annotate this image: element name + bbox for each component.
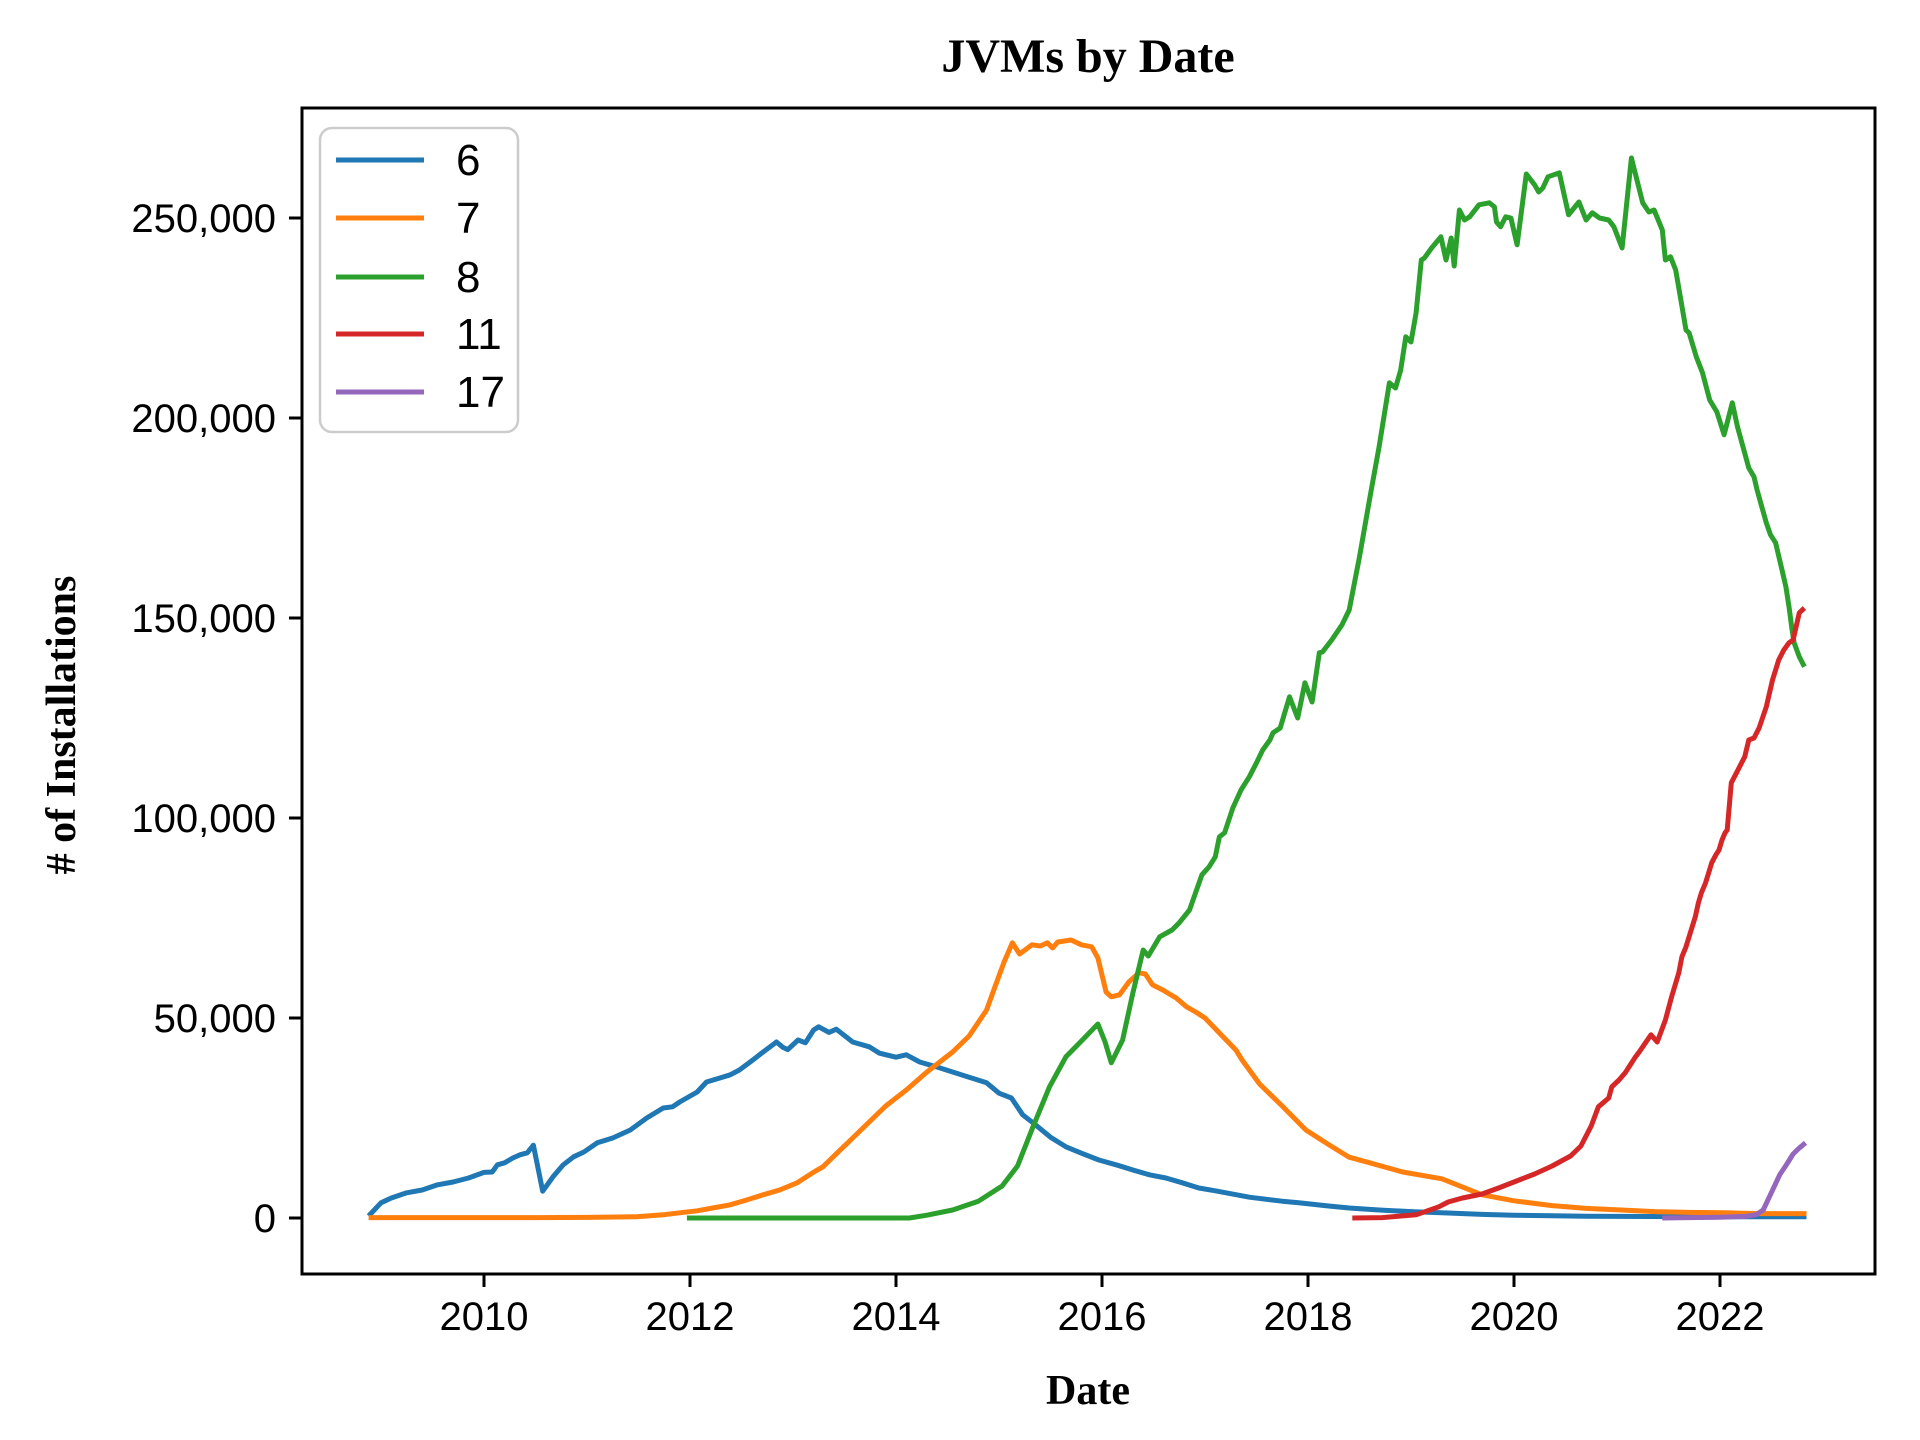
x-tick-label: 2022 — [1675, 1295, 1764, 1339]
series-line-6 — [366, 1024, 1807, 1220]
y-axis-label: # of Installations — [39, 576, 85, 875]
chart-title: JVMs by Date — [941, 30, 1234, 83]
legend-box — [318, 126, 520, 434]
series-lines — [366, 155, 1808, 1221]
legend: 6 7 8 11 17 — [318, 126, 520, 434]
legend-label-17: 17 — [456, 368, 505, 417]
x-axis-label: Date — [1046, 1368, 1130, 1414]
y-tick-label: 50,000 — [154, 997, 276, 1041]
x-axis-ticks: 2010 2012 2014 2016 2018 2020 2022 — [440, 1274, 1764, 1339]
legend-label-8: 8 — [456, 253, 480, 302]
x-tick-label: 2018 — [1263, 1295, 1352, 1339]
x-tick-label: 2012 — [646, 1295, 735, 1339]
y-tick-label: 200,000 — [131, 397, 276, 441]
series-line-11 — [1352, 606, 1807, 1221]
series-line-17 — [1662, 1140, 1808, 1221]
plot-frame — [300, 106, 1877, 1276]
y-tick-label: 100,000 — [131, 797, 276, 841]
x-tick-label: 2010 — [440, 1295, 529, 1339]
x-tick-label: 2014 — [852, 1295, 941, 1339]
y-tick-label: 150,000 — [131, 597, 276, 641]
series-line-8 — [686, 155, 1807, 1221]
legend-label-7: 7 — [456, 194, 480, 243]
x-tick-label: 2020 — [1469, 1295, 1558, 1339]
series-line-7 — [368, 937, 1807, 1221]
y-axis-ticks: 0 50,000 100,000 150,000 200,000 250,000 — [131, 197, 302, 1241]
x-tick-label: 2016 — [1058, 1295, 1147, 1339]
y-tick-label: 250,000 — [131, 197, 276, 241]
y-tick-label: 0 — [254, 1197, 276, 1241]
legend-label-11: 11 — [456, 310, 502, 359]
legend-label-6: 6 — [456, 136, 480, 185]
